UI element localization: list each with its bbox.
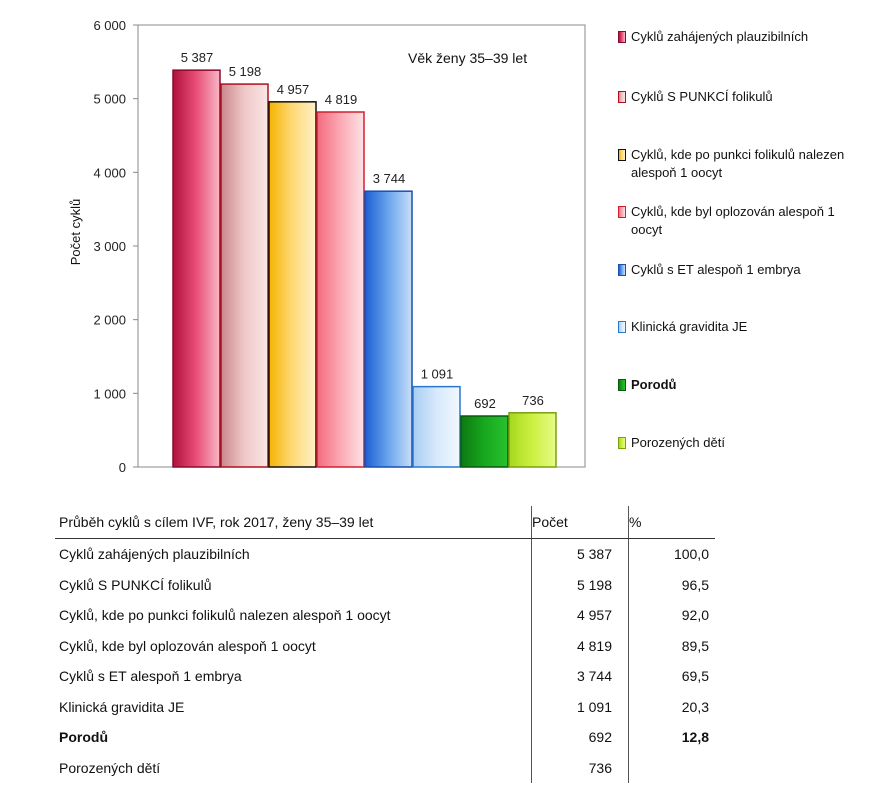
row-percent: 92,0 xyxy=(628,600,715,631)
legend-label: Porozených dětí xyxy=(631,435,725,450)
bar-value-label: 4 957 xyxy=(277,82,310,97)
legend-swatch xyxy=(618,379,626,391)
header-percent: % xyxy=(628,506,715,539)
y-tick-label: 3 000 xyxy=(93,239,126,254)
legend-swatch xyxy=(618,91,626,103)
y-tick-label: 2 000 xyxy=(93,313,126,328)
y-tick-label: 6 000 xyxy=(93,18,126,33)
row-percent: 20,3 xyxy=(628,691,715,722)
bar-1 xyxy=(172,69,221,468)
legend-item: Cyklů S PUNKCÍ folikulů xyxy=(618,88,863,106)
header-count: Počet xyxy=(531,506,629,539)
legend-label: Cyklů S PUNKCÍ folikulů xyxy=(631,89,773,104)
bar-value-label: 5 387 xyxy=(181,50,214,65)
chart-title: Věk ženy 35–39 let xyxy=(408,50,527,66)
row-count: 736 xyxy=(531,752,629,783)
table-row: Cyklů s ET alespoň 1 embrya 3 744 69,5 xyxy=(55,661,715,692)
bar-value-label: 736 xyxy=(522,393,544,408)
legend-swatch xyxy=(618,31,626,43)
chart-area: 0 1 000 2 000 3 000 4 000 5 000 6 000 5 387 5 1… xyxy=(68,18,863,475)
legend-label: Cyklů, kde po punkci folikulů nalezen al… xyxy=(631,147,845,180)
legend-label: Cyklů, kde byl oplozován alespoň 1 oocyt xyxy=(631,204,835,237)
legend-swatch xyxy=(618,321,626,333)
bar-8 xyxy=(508,412,557,468)
legend-item: Cyklů s ET alespoň 1 embrya xyxy=(618,261,863,279)
row-name: Cyklů, kde po punkci folikulů nalezen al… xyxy=(59,607,391,624)
row-percent: 69,5 xyxy=(628,661,715,692)
legend-swatch xyxy=(618,264,626,276)
row-count: 5 387 xyxy=(531,538,629,570)
header-name: Průběh cyklů s cílem IVF, rok 2017, ženy… xyxy=(55,506,532,539)
row-percent: 89,5 xyxy=(628,630,715,661)
row-name: Cyklů zahájených plauzibilních xyxy=(59,546,250,563)
legend-item: Klinická gravidita JE xyxy=(618,318,863,336)
legend-swatch xyxy=(618,437,626,449)
table-row: Cyklů zahájených plauzibilních 5 387 100,0 xyxy=(55,538,715,570)
row-count: 1 091 xyxy=(531,691,629,722)
bar-2 xyxy=(220,83,269,468)
summary-table: Průběh cyklů s cílem IVF, rok 2017, ženy… xyxy=(55,506,715,783)
row-name: Porodů xyxy=(59,729,108,746)
row-name: Cyklů s ET alespoň 1 embrya xyxy=(59,668,242,685)
table-row: Klinická gravidita JE 1 091 20,3 xyxy=(55,691,715,722)
legend-item: Cyklů, kde po punkci folikulů nalezen al… xyxy=(618,146,863,182)
row-percent xyxy=(628,752,715,783)
bar-value-label: 1 091 xyxy=(421,367,454,382)
legend-label: Cyklů s ET alespoň 1 embrya xyxy=(631,262,801,277)
table-row: Cyklů, kde po punkci folikulů nalezen al… xyxy=(55,600,715,631)
bar-4 xyxy=(316,111,365,468)
table-row: Porozených dětí 736 xyxy=(55,752,715,783)
row-count: 3 744 xyxy=(531,661,629,692)
legend-item: Cyklů zahájených plauzibilních xyxy=(618,28,863,46)
y-axis-label: Počet cyklů xyxy=(68,199,83,265)
table-row: Cyklů S PUNKCÍ folikulů 5 198 96,5 xyxy=(55,569,715,600)
legend-label: Porodů xyxy=(631,377,677,392)
legend-item: Cyklů, kde byl oplozován alespoň 1 oocyt xyxy=(618,203,863,239)
table-row: Porodů 692 12,8 xyxy=(55,722,715,753)
row-count: 692 xyxy=(531,722,629,753)
bar-value-label: 3 744 xyxy=(373,171,406,186)
row-name: Cyklů, kde byl oplozován alespoň 1 oocyt xyxy=(59,637,316,654)
bar-chart: 0 1 000 2 000 3 000 4 000 5 000 6 000 5 387 5 1… xyxy=(68,18,586,475)
bar-value-label: 692 xyxy=(474,396,496,411)
row-count: 4 819 xyxy=(531,630,629,661)
bar-3 xyxy=(268,101,317,468)
row-percent: 96,5 xyxy=(628,569,715,600)
bar-value-label: 4 819 xyxy=(325,92,358,107)
legend-swatch xyxy=(618,149,626,161)
row-name: Porozených dětí xyxy=(59,759,161,776)
row-count: 5 198 xyxy=(531,569,629,600)
table-row: Cyklů, kde byl oplozován alespoň 1 oocyt… xyxy=(55,630,715,661)
y-tick-label: 0 xyxy=(119,460,126,475)
y-tick-label: 1 000 xyxy=(93,386,126,401)
legend-item: Porozených dětí xyxy=(618,434,863,452)
bar-6 xyxy=(412,385,461,468)
bar-7 xyxy=(460,415,509,468)
row-percent: 12,8 xyxy=(628,722,715,753)
table-header-row: Průběh cyklů s cílem IVF, rok 2017, ženy… xyxy=(55,506,715,539)
bar-value-label: 5 198 xyxy=(229,64,262,79)
legend-label: Klinická gravidita JE xyxy=(631,319,748,334)
row-count: 4 957 xyxy=(531,600,629,631)
legend-swatch xyxy=(618,206,626,218)
row-percent: 100,0 xyxy=(628,538,715,570)
legend-label: Cyklů zahájených plauzibilních xyxy=(631,29,809,44)
row-name: Cyklů S PUNKCÍ folikulů xyxy=(59,576,212,593)
row-name: Klinická gravidita JE xyxy=(59,698,185,715)
legend-item: Porodů xyxy=(618,376,863,394)
y-tick-label: 4 000 xyxy=(93,165,126,180)
bar-5 xyxy=(364,190,413,468)
y-tick-label: 5 000 xyxy=(93,92,126,107)
